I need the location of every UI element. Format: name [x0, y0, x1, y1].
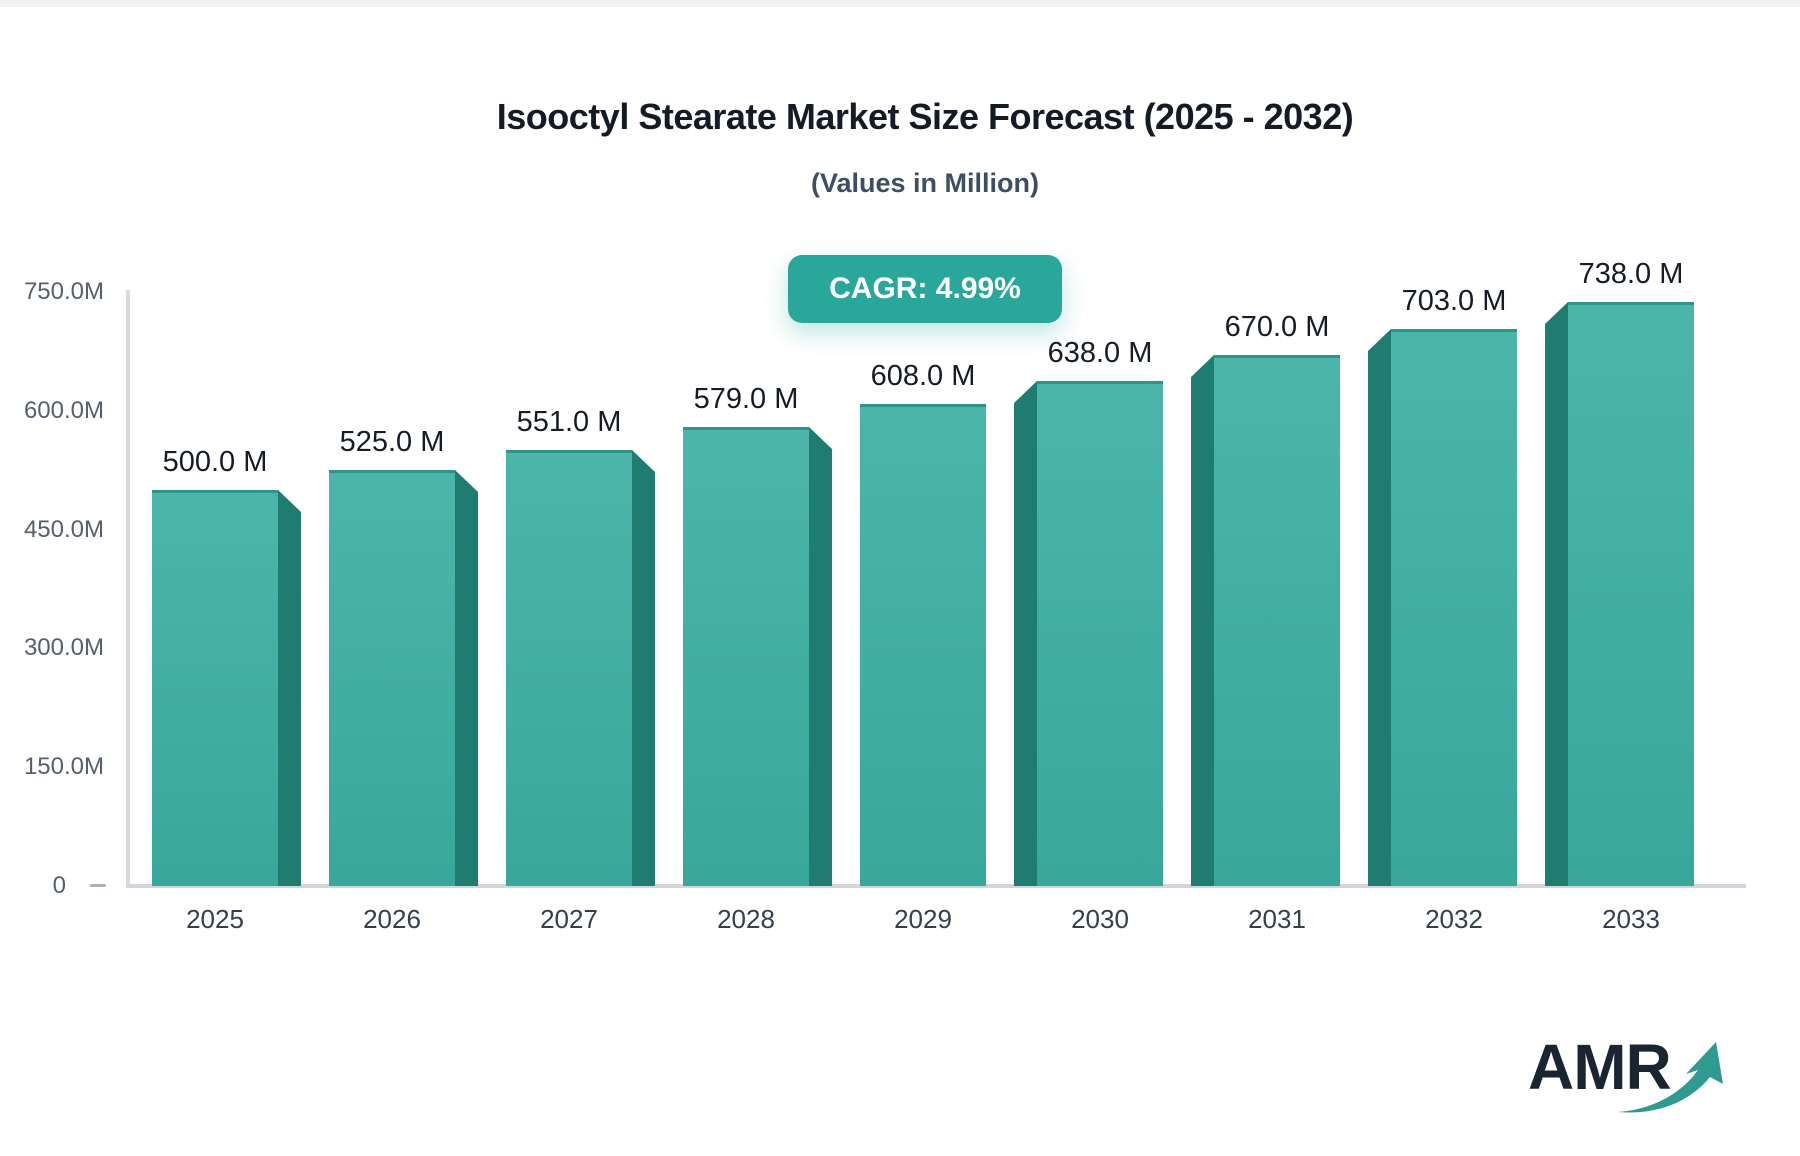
bar-value-label-2029: 608.0 M — [870, 360, 976, 392]
zero-tick-mark — [90, 884, 106, 887]
y-axis-tick-label-750: 750.0M — [23, 278, 104, 305]
bar-2031 — [1214, 355, 1340, 886]
y-axis-tick-label-0: 0 — [52, 872, 66, 899]
bar-3d-side-2028 — [809, 427, 832, 886]
cagr-badge-label: CAGR: 4.99% — [829, 272, 1021, 305]
bar-value-label-2030: 638.0 M — [1047, 337, 1153, 369]
bar-2027 — [506, 450, 632, 886]
x-axis-line — [126, 884, 1746, 888]
bar-value-label-2032: 703.0 M — [1401, 285, 1507, 317]
bar-2028 — [683, 427, 809, 886]
bar-2033 — [1568, 302, 1694, 886]
y-axis-tick-label-150: 150.0M — [23, 753, 104, 780]
x-axis-label-2028: 2028 — [717, 904, 775, 934]
bar-value-label-2033: 738.0 M — [1578, 258, 1684, 290]
growth-arrow-icon — [1618, 1042, 1723, 1113]
bar-value-label-2028: 579.0 M — [693, 383, 799, 415]
bar-3d-side-2033 — [1545, 302, 1568, 886]
bar-3d-side-2032 — [1368, 329, 1391, 886]
bar-3d-side-2026 — [455, 470, 478, 886]
x-axis-label-2026: 2026 — [363, 904, 421, 934]
bar-3d-side-2025 — [278, 490, 301, 886]
bar-2025 — [152, 490, 278, 886]
bar-3d-side-2031 — [1191, 355, 1214, 886]
bar-2030 — [1037, 381, 1163, 886]
bar-value-label-2025: 500.0 M — [162, 446, 268, 478]
bar-2026 — [329, 470, 455, 886]
bar-value-label-2031: 670.0 M — [1224, 311, 1330, 343]
bar-value-label-2026: 525.0 M — [339, 426, 445, 458]
cagr-badge: CAGR: 4.99% — [788, 255, 1062, 323]
bar-2029 — [860, 404, 986, 886]
top-edge-divider — [0, 0, 1800, 7]
bar-2032 — [1391, 329, 1517, 886]
x-axis-label-2032: 2032 — [1425, 904, 1483, 934]
x-axis-label-2033: 2033 — [1602, 904, 1660, 934]
bar-value-label-2027: 551.0 M — [516, 406, 622, 438]
y-axis-line — [126, 290, 130, 888]
y-axis-tick-label-600: 600.0M — [23, 397, 104, 424]
y-axis-tick-label-300: 300.0M — [23, 634, 104, 661]
amr-logo-text: AMR — [1528, 1031, 1672, 1103]
amr-logo: AMR — [1528, 1030, 1768, 1120]
x-axis-label-2029: 2029 — [894, 904, 952, 934]
x-axis-label-2025: 2025 — [186, 904, 244, 934]
y-axis-tick-label-450: 450.0M — [23, 516, 104, 543]
chart-subtitle: (Values in Million) — [810, 168, 1040, 198]
chart-title: Isooctyl Stearate Market Size Forecast (… — [496, 96, 1354, 137]
x-axis-label-2031: 2031 — [1248, 904, 1306, 934]
bar-3d-side-2027 — [632, 450, 655, 886]
x-axis-label-2027: 2027 — [540, 904, 598, 934]
x-axis-label-2030: 2030 — [1071, 904, 1129, 934]
bar-3d-side-2030 — [1014, 381, 1037, 886]
